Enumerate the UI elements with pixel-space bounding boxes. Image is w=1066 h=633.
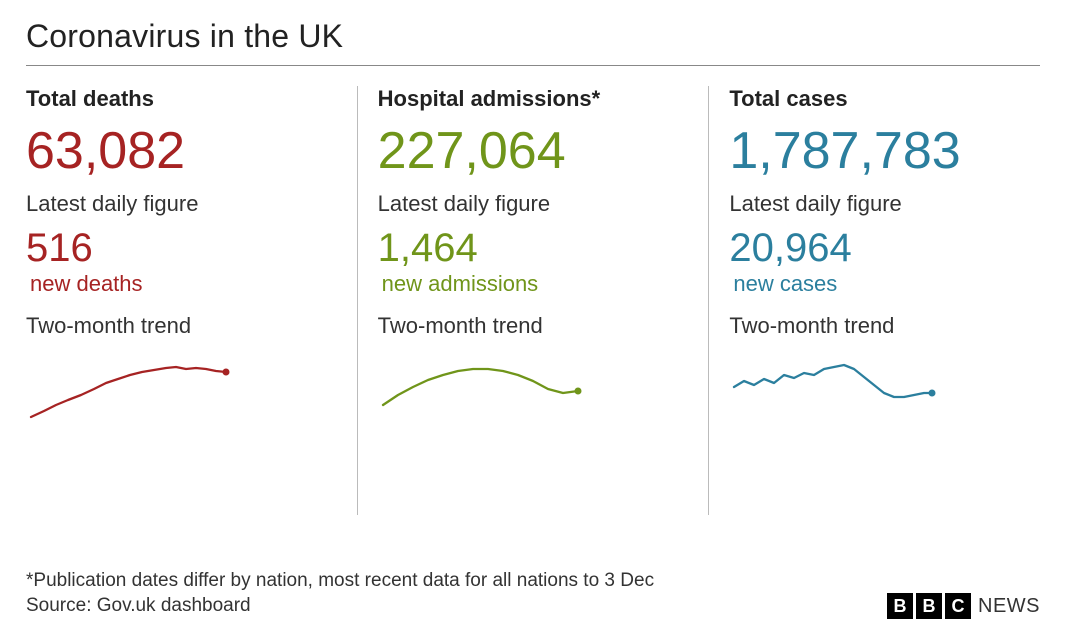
- latest-value: 1,464: [378, 227, 689, 269]
- latest-label: Latest daily figure: [378, 191, 689, 217]
- latest-unit: new admissions: [382, 271, 689, 297]
- sparkline-admissions: [378, 345, 588, 425]
- panels-row: Total deaths 63,082 Latest daily figure …: [26, 80, 1040, 535]
- bbc-logo-block: B: [887, 593, 913, 619]
- sparkline-cases: [729, 345, 939, 425]
- latest-label: Latest daily figure: [26, 191, 337, 217]
- trend-label: Two-month trend: [729, 313, 1040, 339]
- latest-value: 516: [26, 227, 337, 269]
- latest-unit: new cases: [733, 271, 1040, 297]
- title-rule: [26, 65, 1040, 66]
- bbc-logo-news: NEWS: [978, 595, 1040, 618]
- bbc-logo-block: C: [945, 593, 971, 619]
- total-value: 63,082: [26, 124, 337, 179]
- panel-cases: Total cases 1,787,783 Latest daily figur…: [709, 80, 1040, 535]
- latest-unit: new deaths: [30, 271, 337, 297]
- panel-deaths: Total deaths 63,082 Latest daily figure …: [26, 80, 357, 535]
- trend-label: Two-month trend: [26, 313, 337, 339]
- sparkline-deaths: [26, 345, 236, 425]
- latest-value: 20,964: [729, 227, 1040, 269]
- latest-label: Latest daily figure: [729, 191, 1040, 217]
- footer: *Publication dates differ by nation, mos…: [26, 568, 1040, 619]
- panel-title: Total cases: [729, 86, 1040, 112]
- footnotes: *Publication dates differ by nation, mos…: [26, 568, 654, 619]
- source-text: Source: Gov.uk dashboard: [26, 593, 654, 619]
- bbc-logo: B B C NEWS: [887, 593, 1040, 619]
- panel-admissions: Hospital admissions* 227,064 Latest dail…: [358, 80, 709, 535]
- page-title: Coronavirus in the UK: [26, 18, 1040, 55]
- total-value: 1,787,783: [729, 124, 1040, 179]
- panel-title: Total deaths: [26, 86, 337, 112]
- infographic-card: Coronavirus in the UK Total deaths 63,08…: [0, 0, 1066, 633]
- trend-label: Two-month trend: [378, 313, 689, 339]
- total-value: 227,064: [378, 124, 689, 179]
- panel-title: Hospital admissions*: [378, 86, 689, 112]
- bbc-logo-block: B: [916, 593, 942, 619]
- footnote-text: *Publication dates differ by nation, mos…: [26, 568, 654, 594]
